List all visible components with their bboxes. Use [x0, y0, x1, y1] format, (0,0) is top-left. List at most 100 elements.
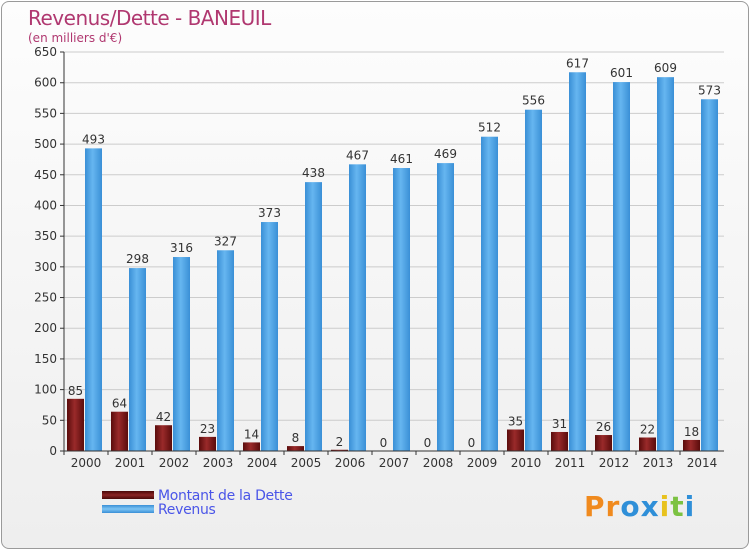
- y-tick-label: 400: [34, 198, 57, 212]
- data-label-revenus: 556: [522, 94, 545, 108]
- logo-letter: P: [584, 490, 606, 523]
- data-label-dette: 42: [156, 410, 171, 424]
- y-tick-label: 0: [49, 444, 57, 458]
- x-tick-label: 2002: [159, 456, 190, 470]
- data-label-revenus: 573: [698, 83, 721, 97]
- bar-dette-2013: [639, 437, 656, 451]
- x-tick-label: 2012: [599, 456, 630, 470]
- bar-dette-2005: [287, 446, 304, 451]
- x-tick-label: 2003: [203, 456, 234, 470]
- legend-swatch-dette: [102, 491, 154, 499]
- bar-revenus-2000: [85, 148, 102, 451]
- y-tick-label: 450: [34, 168, 57, 182]
- bar-dette-2000: [67, 398, 84, 451]
- y-tick-label: 250: [34, 291, 57, 305]
- y-tick-label: 50: [42, 413, 57, 427]
- bar-revenus-2003: [217, 250, 234, 451]
- logo-letter: x: [640, 490, 660, 523]
- data-label-dette: 22: [640, 422, 655, 436]
- data-label-dette: 18: [684, 425, 699, 439]
- x-tick-label: 2011: [555, 456, 586, 470]
- x-tick-label: 2008: [423, 456, 454, 470]
- bar-dette-2014: [683, 439, 700, 451]
- logo-letter: t: [670, 490, 685, 523]
- data-label-revenus: 438: [302, 166, 325, 180]
- y-tick-label: 200: [34, 321, 57, 335]
- y-tick-label: 300: [34, 260, 57, 274]
- x-tick-label: 2014: [687, 456, 718, 470]
- bar-dette-2004: [243, 442, 260, 451]
- y-tick-label: 600: [34, 76, 57, 90]
- x-tick-label: 2013: [643, 456, 674, 470]
- bar-revenus-2004: [261, 222, 278, 451]
- bar-dette-2001: [111, 411, 128, 451]
- data-label-dette: 8: [292, 431, 300, 445]
- bar-dette-2012: [595, 435, 612, 451]
- bar-dette-2006: [331, 449, 348, 451]
- x-tick-label: 2001: [115, 456, 146, 470]
- x-tick-label: 2005: [291, 456, 322, 470]
- legend-item-dette: Montant de la Dette: [102, 488, 402, 504]
- data-label-dette: 0: [468, 436, 476, 450]
- data-label-dette: 31: [552, 417, 567, 431]
- legend-swatch-revenus: [102, 505, 154, 513]
- logo-letter: o: [620, 490, 641, 523]
- x-tick-label: 2006: [335, 456, 366, 470]
- data-label-revenus: 512: [478, 121, 501, 135]
- data-label-dette: 26: [596, 420, 611, 434]
- data-label-revenus: 609: [654, 61, 677, 75]
- proxiti-logo: Proxiti: [584, 490, 695, 523]
- bar-dette-2002: [155, 425, 172, 451]
- bar-revenus-2008: [437, 163, 454, 452]
- data-label-dette: 85: [68, 384, 83, 398]
- bar-revenus-2005: [305, 182, 322, 452]
- x-tick-label: 2004: [247, 456, 278, 470]
- bar-revenus-2007: [393, 168, 410, 452]
- data-label-dette: 23: [200, 422, 215, 436]
- chart-subtitle: (en milliers d'€): [28, 31, 123, 45]
- logo-letter: r: [605, 490, 621, 523]
- legend-label-revenus: Revenus: [158, 502, 216, 518]
- x-tick-label: 2000: [71, 456, 102, 470]
- y-tick-label: 350: [34, 229, 57, 243]
- data-label-revenus: 461: [390, 152, 413, 166]
- data-label-dette: 35: [508, 415, 523, 429]
- logo-letter: i: [684, 490, 696, 523]
- y-tick-label: 650: [34, 45, 57, 59]
- data-label-revenus: 617: [566, 56, 589, 70]
- x-tick-label: 2010: [511, 456, 542, 470]
- bar-revenus-2006: [349, 164, 366, 451]
- bar-revenus-2013: [657, 77, 674, 451]
- legend-item-revenus: Revenus: [102, 502, 402, 518]
- data-label-revenus: 327: [214, 234, 237, 248]
- x-tick-label: 2009: [467, 456, 498, 470]
- y-tick-label: 150: [34, 352, 57, 366]
- bar-revenus-2002: [173, 257, 190, 451]
- data-label-revenus: 493: [82, 132, 105, 146]
- bar-dette-2010: [507, 429, 524, 451]
- y-tick-label: 100: [34, 383, 57, 397]
- y-tick-label: 500: [34, 137, 57, 151]
- bar-dette-2011: [551, 431, 568, 451]
- data-label-dette: 0: [380, 436, 388, 450]
- data-label-revenus: 467: [346, 148, 369, 162]
- data-label-dette: 64: [112, 397, 127, 411]
- bar-revenus-2001: [129, 268, 146, 451]
- data-label-revenus: 298: [126, 252, 149, 266]
- bar-revenus-2011: [569, 72, 586, 451]
- data-label-revenus: 601: [610, 66, 633, 80]
- bar-revenus-2009: [481, 136, 498, 452]
- bar-dette-2003: [199, 436, 216, 451]
- data-label-dette: 2: [336, 435, 344, 449]
- data-label-revenus: 469: [434, 147, 457, 161]
- legend-label-dette: Montant de la Dette: [158, 488, 293, 504]
- logo-letter: i: [659, 490, 671, 523]
- data-label-revenus: 316: [170, 241, 193, 255]
- bar-revenus-2014: [701, 99, 718, 452]
- data-label-dette: 14: [244, 427, 259, 441]
- chart-title: Revenus/Dette - BANEUIL: [28, 6, 271, 30]
- bar-revenus-2012: [613, 82, 630, 451]
- data-label-revenus: 373: [258, 206, 281, 220]
